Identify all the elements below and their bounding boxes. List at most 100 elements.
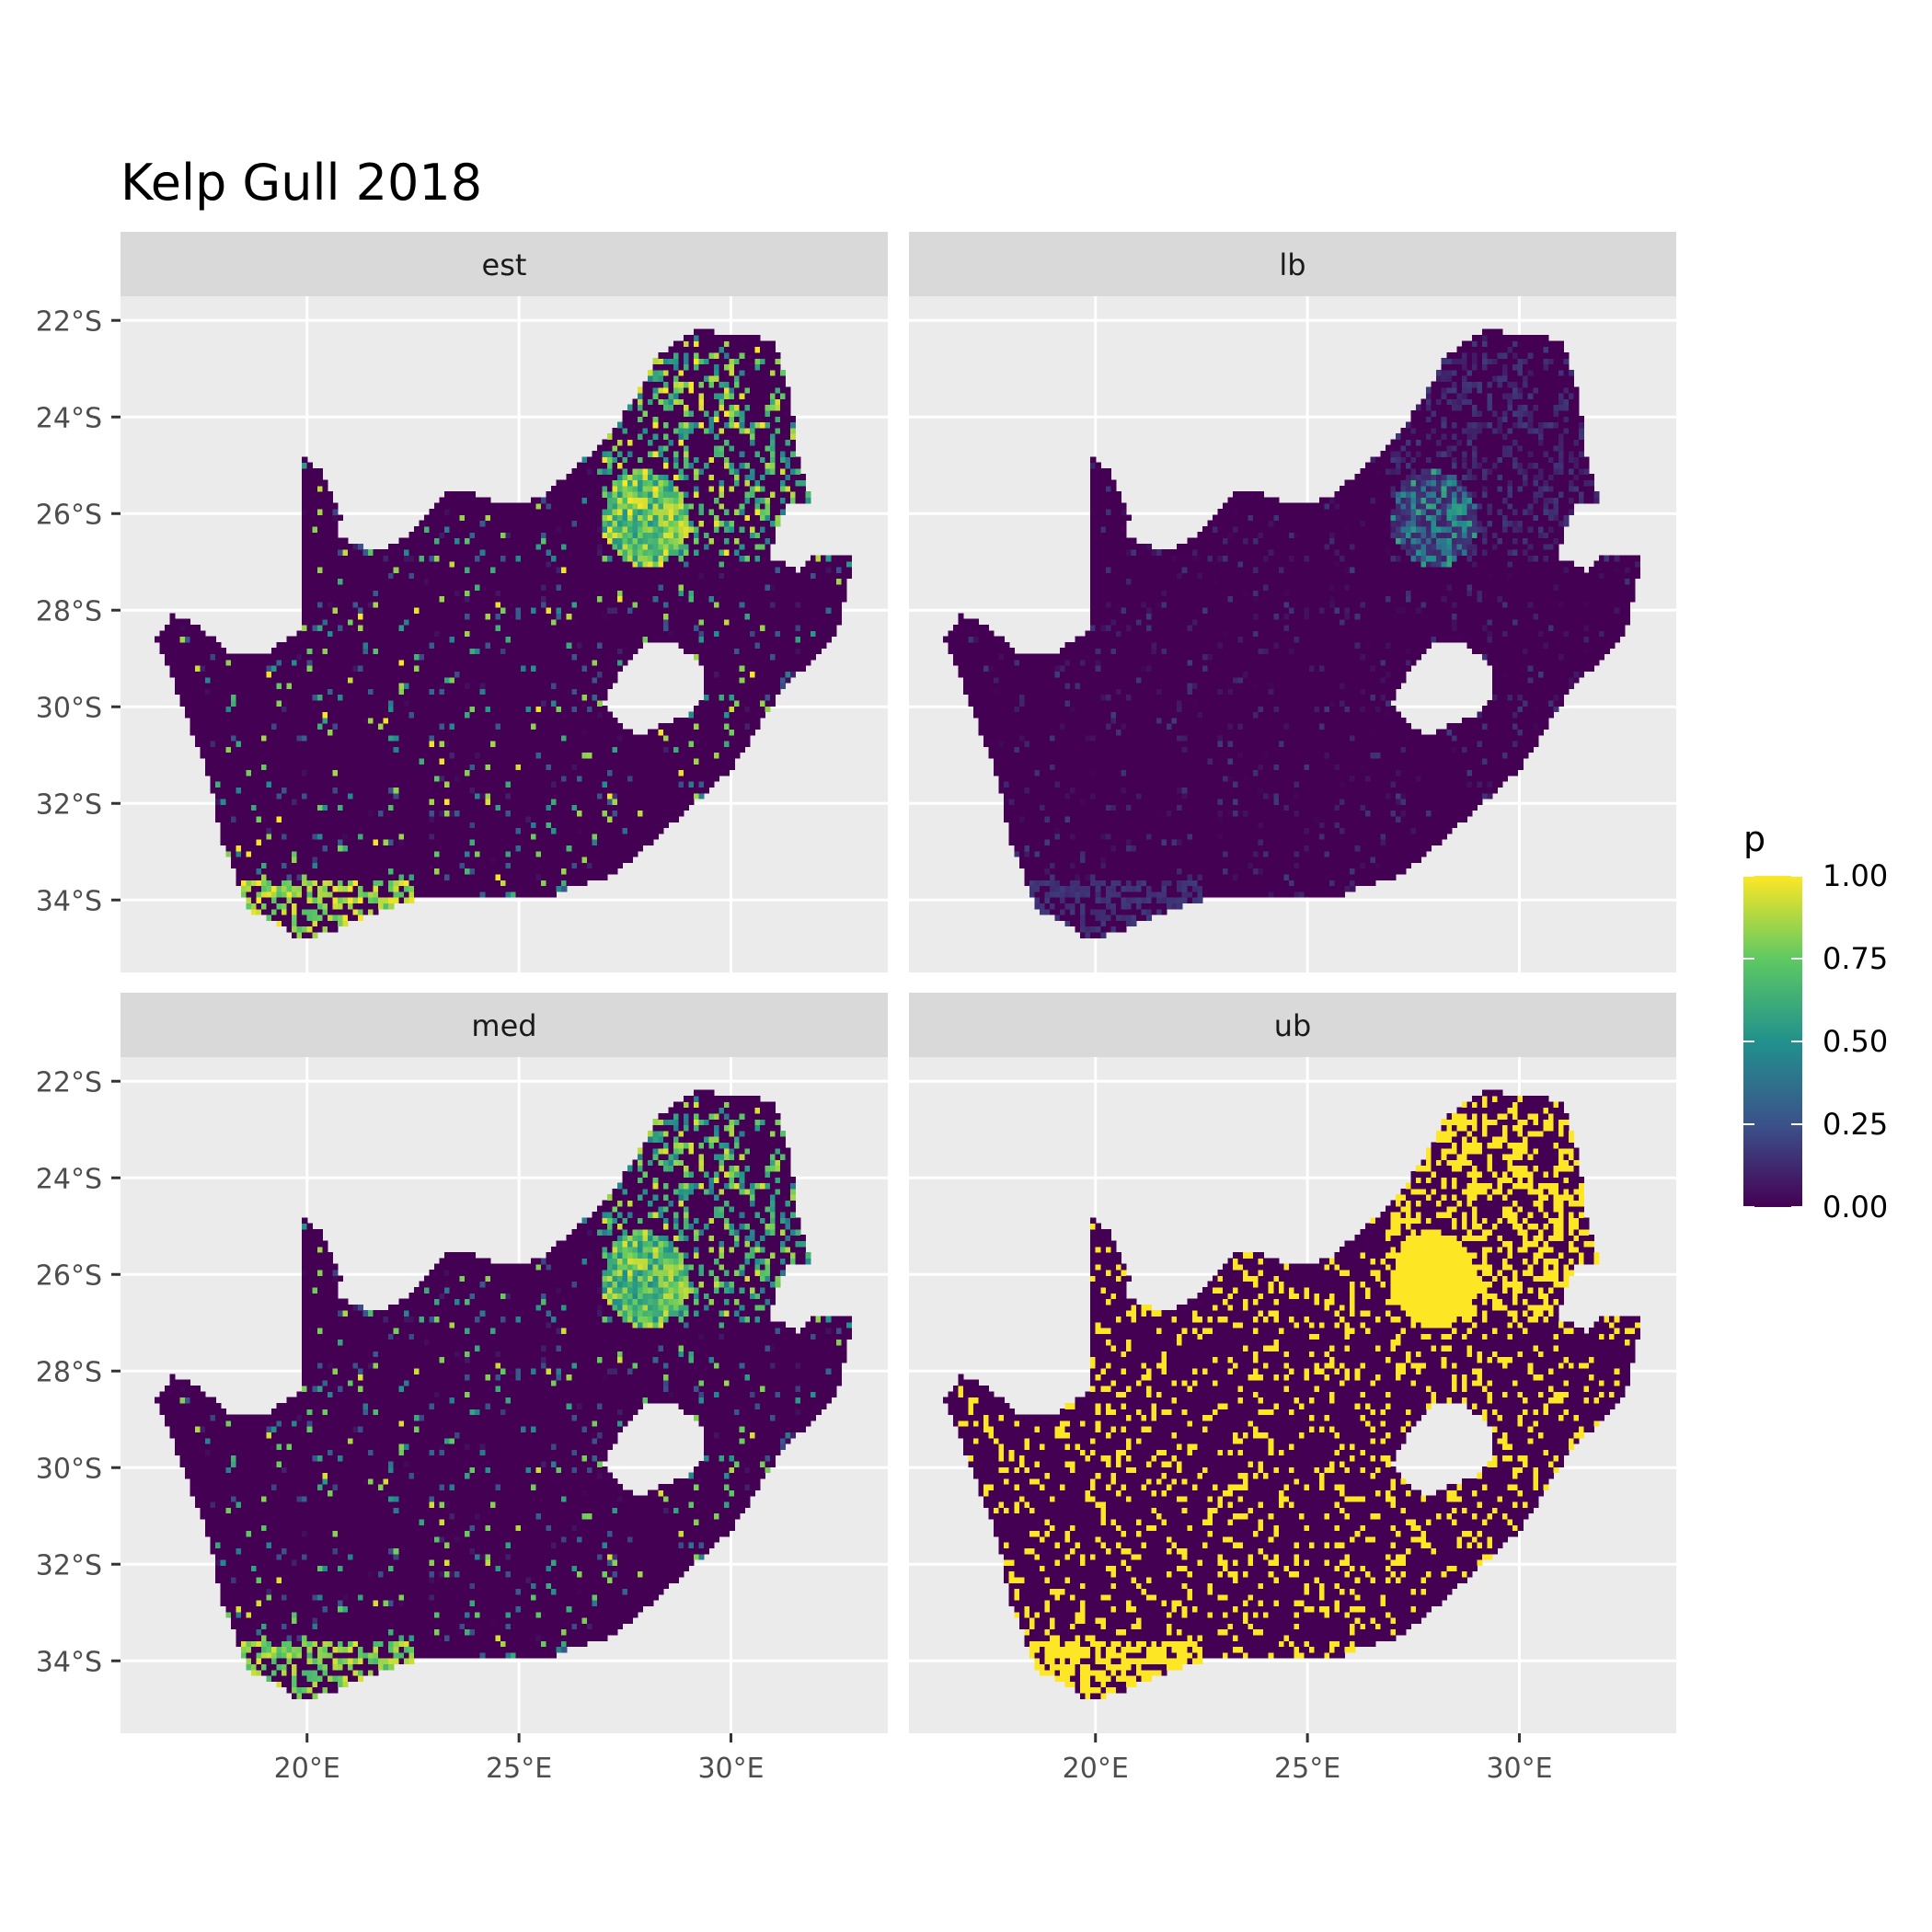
raster-cell — [485, 660, 490, 666]
raster-cell — [363, 625, 369, 631]
raster-cell — [404, 695, 409, 701]
raster-cell — [317, 561, 323, 568]
raster-cell — [307, 625, 313, 631]
raster-cell — [434, 630, 440, 637]
raster-cell — [215, 753, 221, 759]
raster-cell — [328, 880, 333, 886]
raster-cell — [353, 544, 359, 550]
raster-cell — [470, 834, 476, 840]
raster-cell — [241, 787, 247, 793]
raster-cell — [292, 874, 297, 880]
raster-cell — [465, 613, 470, 619]
raster-cell — [195, 718, 201, 724]
raster-cell — [408, 625, 414, 631]
raster-cell — [465, 787, 470, 793]
raster-cell — [307, 764, 313, 770]
raster-cell — [368, 741, 374, 747]
raster-cell — [368, 584, 374, 591]
raster-cell — [505, 822, 511, 828]
raster-cell — [241, 723, 247, 730]
raster-cell — [374, 619, 379, 626]
raster-cell — [434, 793, 440, 799]
raster-cell — [169, 625, 175, 631]
raster-cell — [460, 648, 466, 654]
raster-cell — [434, 503, 440, 510]
raster-cell — [358, 753, 363, 759]
raster-cell — [419, 526, 424, 533]
raster-cell — [480, 625, 486, 631]
raster-cell — [475, 549, 480, 556]
raster-cell — [231, 799, 236, 805]
raster-cell — [429, 729, 434, 735]
raster-cell — [297, 729, 303, 735]
raster-cell — [384, 718, 389, 724]
raster-cell — [480, 753, 486, 759]
raster-cell — [470, 503, 476, 510]
raster-cell — [312, 602, 317, 608]
raster-cell — [505, 538, 511, 545]
raster-cell — [485, 729, 490, 735]
raster-cell — [201, 741, 206, 747]
raster-cell — [241, 660, 247, 666]
raster-cell — [342, 718, 348, 724]
raster-cell — [429, 753, 434, 759]
raster-cell — [292, 914, 297, 921]
raster-cell — [287, 891, 293, 898]
raster-cell — [414, 857, 420, 863]
raster-cell — [261, 741, 267, 747]
raster-cell — [429, 764, 434, 770]
raster-cell — [271, 660, 277, 666]
raster-cell — [225, 839, 231, 845]
raster-cell — [470, 735, 476, 742]
raster-cell — [414, 718, 420, 724]
raster-cell — [328, 851, 333, 857]
raster-cell — [511, 799, 516, 805]
raster-cell — [505, 579, 511, 585]
raster-cell — [444, 753, 450, 759]
raster-cell — [332, 753, 338, 759]
raster-cell — [307, 723, 313, 730]
raster-cell — [231, 770, 236, 776]
raster-cell — [378, 741, 384, 747]
raster-cell — [358, 683, 363, 689]
raster-cell — [322, 903, 328, 909]
raster-cell — [419, 590, 424, 596]
raster-cell — [251, 700, 257, 707]
raster-cell — [332, 874, 338, 880]
raster-cell — [368, 630, 374, 637]
raster-cell — [185, 706, 190, 712]
raster-cell — [414, 822, 420, 828]
raster-cell — [454, 665, 460, 672]
raster-cell — [317, 491, 323, 498]
raster-cell — [450, 868, 455, 875]
raster-cell — [475, 532, 480, 538]
raster-cell — [470, 491, 476, 498]
raster-cell — [398, 718, 404, 724]
raster-cell — [511, 521, 516, 527]
raster-cell — [261, 880, 267, 886]
raster-cell — [368, 804, 374, 811]
raster-cell — [419, 793, 424, 799]
raster-cell — [328, 776, 333, 782]
raster-cell — [251, 874, 257, 880]
raster-cell — [302, 868, 307, 875]
raster-cell — [348, 712, 353, 719]
raster-cell — [460, 665, 466, 672]
raster-cell — [374, 886, 379, 892]
raster-cell — [490, 862, 496, 868]
raster-cell — [378, 677, 384, 684]
raster-cell — [368, 555, 374, 561]
raster-cell — [394, 781, 399, 788]
raster-cell — [475, 862, 480, 868]
raster-cell — [511, 619, 516, 626]
raster-cell — [460, 886, 466, 892]
raster-cell — [419, 584, 424, 591]
raster-cell — [353, 718, 359, 724]
raster-cell — [342, 602, 348, 608]
raster-cell — [490, 688, 496, 695]
raster-cell — [165, 625, 170, 631]
raster-cell — [353, 770, 359, 776]
raster-cell — [338, 868, 343, 875]
raster-cell — [322, 509, 328, 515]
raster-cell — [317, 596, 323, 603]
